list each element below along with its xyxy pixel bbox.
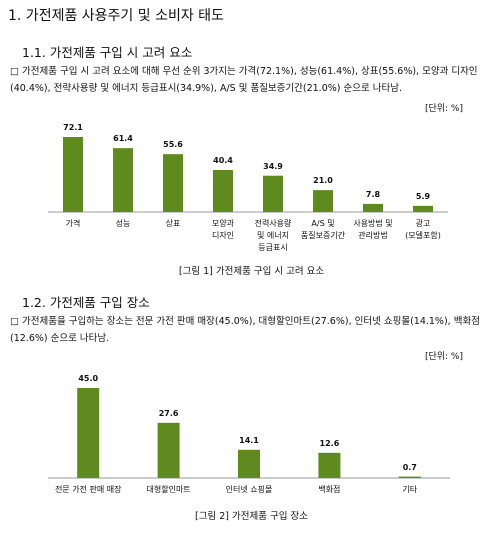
figure-caption: [그림 1] 가전제품 구입 시 고려 요소 <box>178 266 325 277</box>
category-label: 상표 <box>165 219 181 228</box>
category-label: 광고 (모델포함) <box>405 219 441 240</box>
value-label: 61.4 <box>113 134 133 144</box>
unit-label: [단위: %] <box>424 104 463 114</box>
bar <box>77 388 100 478</box>
section-paragraph: □ 가전제품 구입 시 고려 요소에 대해 우선 순위 3가지는 가격(72.1… <box>10 66 478 94</box>
category-label: 기타 <box>402 485 418 494</box>
category-label: 전력사용량 및 에너지 등급표시 <box>254 219 292 252</box>
bar <box>363 203 383 212</box>
bar <box>238 449 260 478</box>
category-label: 사용방법 및 관리방법 <box>353 219 393 240</box>
bar <box>213 169 233 212</box>
value-label: 5.9 <box>415 191 431 201</box>
section-heading: 1.2. 가전제품 구입 장소 <box>22 295 150 310</box>
bar <box>163 154 183 212</box>
value-label: 0.7 <box>402 462 417 472</box>
bar <box>113 148 133 212</box>
value-label: 34.9 <box>263 161 283 171</box>
category-label: 모양과 디자인 <box>211 219 235 240</box>
value-label: 40.4 <box>213 155 233 165</box>
value-label: 27.6 <box>158 408 179 418</box>
category-label: 전문 가전 판매 매장 <box>54 485 122 494</box>
value-label: 72.1 <box>63 123 83 133</box>
bar <box>63 137 83 212</box>
section-paragraph: □ 가전제품을 구입하는 장소는 전문 가전 판매 매장(45.0%), 대형할… <box>10 316 480 344</box>
category-label: 성능 <box>115 219 131 228</box>
category-label: 인터넷 쇼핑몰 <box>225 485 273 494</box>
category-label: 백화점 <box>318 485 341 494</box>
value-label: 21.0 <box>313 176 333 186</box>
doc-title: 1. 가전제품 사용주기 및 소비자 태도 <box>8 8 224 24</box>
category-label: 가격 <box>65 219 81 228</box>
unit-label: [단위: %] <box>424 352 463 362</box>
value-label: 12.6 <box>319 438 340 448</box>
category-label: A/S 및 품질보증기간 <box>300 219 346 240</box>
value-label: 7.8 <box>365 189 381 199</box>
bar <box>263 175 283 212</box>
figure-caption: [그림 2] 가전제품 구입 장소 <box>195 511 308 522</box>
bar <box>157 422 180 478</box>
value-label: 14.1 <box>239 435 259 445</box>
bar <box>398 476 421 478</box>
bar <box>313 190 333 212</box>
bar <box>318 452 341 478</box>
category-label: 대형할인마트 <box>146 485 191 494</box>
value-label: 45.0 <box>78 374 99 383</box>
value-label: 55.6 <box>163 140 183 150</box>
bar <box>413 205 433 212</box>
section-heading: 1.1. 가전제품 구입 시 고려 요소 <box>22 45 193 60</box>
